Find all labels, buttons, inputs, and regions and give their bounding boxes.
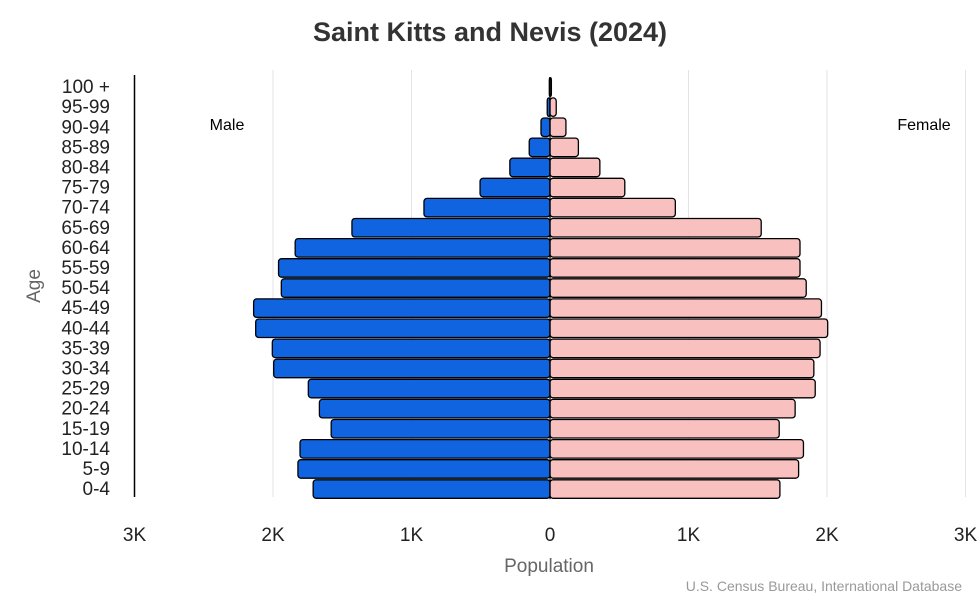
female-bar xyxy=(549,459,800,479)
male-bar xyxy=(540,117,551,138)
y-tick-label: 80-84 xyxy=(61,157,110,178)
male-bar xyxy=(271,338,551,359)
x-tick-label: 1K xyxy=(400,525,424,546)
legend-female: Female xyxy=(897,117,950,134)
y-tick-label: 5-9 xyxy=(83,459,110,480)
y-tick-label: 10-14 xyxy=(61,439,110,460)
male-bar xyxy=(479,177,551,198)
female-bar xyxy=(549,137,580,158)
x-tick-label: 2K xyxy=(261,525,285,546)
female-bar xyxy=(549,117,567,138)
female-bar xyxy=(549,177,626,198)
male-bar xyxy=(277,258,551,278)
female-bar xyxy=(549,398,796,419)
y-tick-label: 95-99 xyxy=(61,97,110,118)
female-bar xyxy=(549,318,829,339)
female-bar xyxy=(549,258,801,278)
female-bar xyxy=(549,97,557,118)
female-bar xyxy=(549,237,801,258)
y-tick-label: 70-74 xyxy=(61,198,110,219)
y-tick-label: 85-89 xyxy=(61,137,110,158)
male-bar xyxy=(509,157,551,178)
female-bar xyxy=(549,197,676,218)
y-tick-label: 90-94 xyxy=(61,117,110,138)
female-bar xyxy=(549,338,821,359)
male-bar xyxy=(297,459,551,479)
female-bar xyxy=(549,157,601,178)
male-bar xyxy=(528,137,551,158)
y-tick-label: 40-44 xyxy=(61,318,110,339)
male-bar xyxy=(423,197,551,218)
y-tick-label: 0-4 xyxy=(83,479,111,500)
female-bar xyxy=(549,217,762,238)
y-tick-label: 25-29 xyxy=(61,379,110,400)
y-axis-label: Age xyxy=(24,269,45,303)
male-bar xyxy=(318,398,551,419)
y-tick-label: 65-69 xyxy=(61,218,110,239)
y-tick-label: 100 + xyxy=(62,77,110,98)
x-tick-label: 2K xyxy=(815,525,839,546)
y-tick-label: 30-34 xyxy=(61,358,110,379)
male-bar xyxy=(299,438,551,459)
chart-title: Saint Kitts and Nevis (2024) xyxy=(313,17,667,47)
source-caption: U.S. Census Bureau, International Databa… xyxy=(686,578,962,594)
x-tick-label: 1K xyxy=(677,525,701,546)
male-bar xyxy=(255,318,551,339)
female-bar xyxy=(549,378,816,399)
female-bar xyxy=(549,358,815,379)
y-tick-label: 35-39 xyxy=(61,338,110,359)
male-bar xyxy=(273,358,551,379)
x-axis-label: Population xyxy=(504,556,594,577)
x-tick-label: 3K xyxy=(123,525,147,546)
male-bar xyxy=(307,378,551,399)
y-tick-label: 75-79 xyxy=(61,178,110,199)
male-bar xyxy=(330,418,551,439)
female-bar xyxy=(549,298,823,319)
male-bar xyxy=(294,237,551,258)
female-bar xyxy=(549,278,807,298)
y-tick-label: 20-24 xyxy=(61,399,110,420)
male-bar xyxy=(351,217,551,238)
female-bar xyxy=(549,479,781,499)
female-bar xyxy=(549,418,780,439)
y-tick-label: 50-54 xyxy=(61,278,110,299)
female-bar xyxy=(549,438,805,459)
x-tick-label: 0 xyxy=(545,525,556,546)
x-tick-label: 3K xyxy=(954,525,978,546)
male-bar xyxy=(312,479,551,499)
legend-male: Male xyxy=(210,117,245,134)
male-bar xyxy=(280,278,551,298)
y-tick-label: 55-59 xyxy=(61,258,110,279)
y-tick-label: 45-49 xyxy=(61,298,110,319)
y-tick-label: 60-64 xyxy=(61,238,110,259)
y-tick-label: 15-19 xyxy=(61,419,110,440)
male-bar xyxy=(252,298,551,319)
